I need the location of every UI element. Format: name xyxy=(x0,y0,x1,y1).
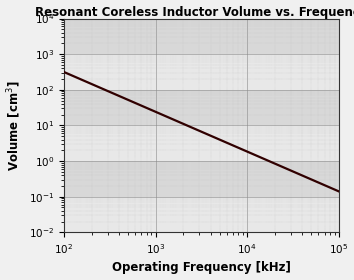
Bar xyxy=(64,18,339,54)
X-axis label: Operating Frequency [kHz]: Operating Frequency [kHz] xyxy=(112,262,291,274)
Bar xyxy=(64,90,339,125)
Bar xyxy=(64,125,339,161)
Bar xyxy=(64,54,339,90)
Bar xyxy=(64,197,339,232)
Y-axis label: Volume [cm$^3$]: Volume [cm$^3$] xyxy=(6,80,23,171)
Bar xyxy=(64,161,339,197)
Title: Resonant Coreless Inductor Volume vs. Frequency: Resonant Coreless Inductor Volume vs. Fr… xyxy=(35,6,354,18)
